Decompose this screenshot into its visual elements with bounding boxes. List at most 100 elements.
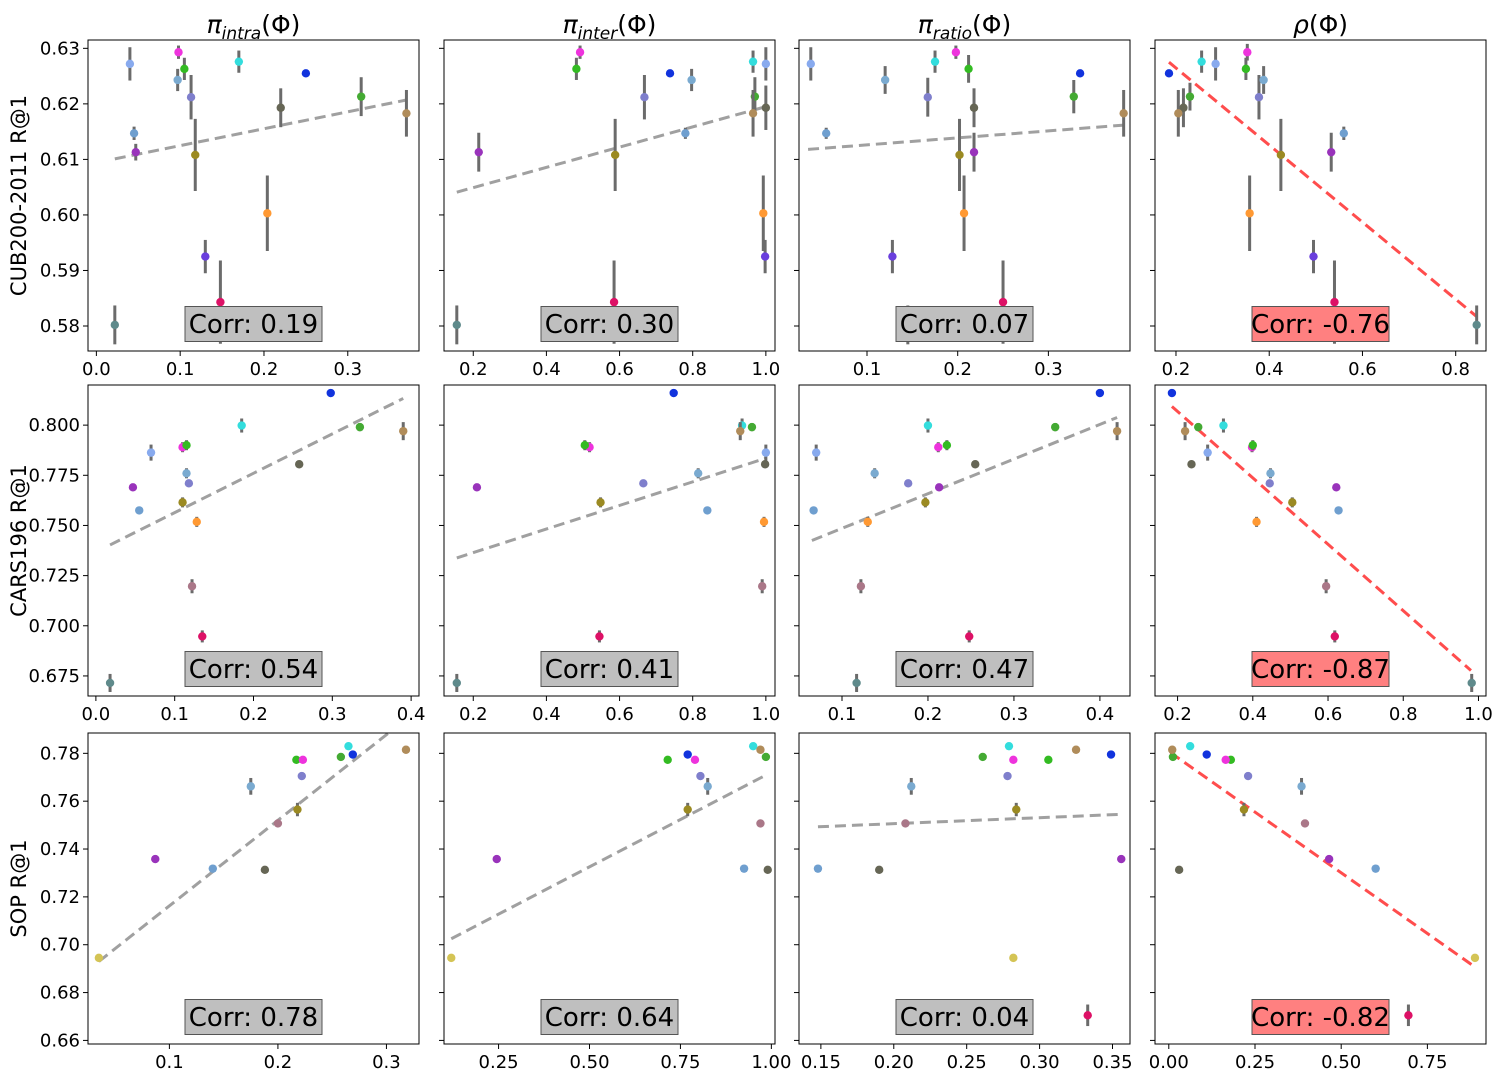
- data-point: [681, 129, 690, 138]
- data-point: [452, 320, 462, 330]
- x-tick-label: 0.3: [333, 359, 362, 380]
- data-point: [326, 388, 335, 398]
- data-point: [923, 93, 932, 102]
- x-tick-label: 0.2: [914, 704, 943, 725]
- data-point: [1371, 864, 1380, 873]
- data-point: [693, 469, 703, 478]
- data-point: [173, 75, 182, 85]
- x-tick-label: 0.4: [532, 704, 561, 725]
- data-point: [336, 752, 346, 762]
- data-point: [1470, 953, 1480, 963]
- data-point: [1106, 750, 1116, 759]
- trend-line: [109, 397, 404, 547]
- y-tick-label: 0.58: [40, 316, 80, 337]
- x-tick-label: 0.1: [828, 704, 857, 725]
- data-point: [1075, 69, 1085, 78]
- trend-line: [1170, 405, 1472, 672]
- data-point: [863, 517, 872, 527]
- data-point: [1185, 741, 1195, 751]
- data-point: [665, 69, 675, 78]
- x-tick-label: 0.3: [372, 1052, 401, 1073]
- corr-label: Corr: 0.30: [545, 310, 674, 340]
- data-point: [683, 750, 692, 759]
- title-subscript: inter: [578, 24, 619, 44]
- data-point: [669, 388, 678, 398]
- x-tick-label: 0.25: [479, 1052, 519, 1073]
- data-point: [1259, 75, 1268, 85]
- data-point: [178, 498, 187, 507]
- data-point: [452, 678, 462, 688]
- data-point: [759, 517, 769, 527]
- data-point: [292, 755, 301, 764]
- axes-frame: [798, 732, 1131, 1045]
- data-point: [969, 103, 979, 112]
- plot-area: [1168, 741, 1480, 1027]
- x-tick-label: 0.3: [318, 704, 347, 725]
- trend-line: [811, 416, 1118, 542]
- trend-line: [1168, 61, 1478, 318]
- data-point: [687, 75, 696, 85]
- data-point: [1083, 1011, 1092, 1020]
- data-point: [355, 422, 365, 432]
- data-point: [1009, 953, 1018, 963]
- data-point: [1309, 252, 1318, 261]
- y-tick-label: 0.750: [28, 515, 80, 536]
- data-point: [131, 147, 140, 157]
- corr-box: [895, 306, 1034, 342]
- x-tick-label: 0.30: [1020, 1052, 1060, 1073]
- x-tick-label: 0.8: [1441, 359, 1470, 380]
- corr-label: Corr: -0.82: [1251, 1003, 1390, 1033]
- data-point: [1044, 755, 1053, 764]
- axes-frame: [443, 39, 776, 352]
- corr-label: Corr: 0.04: [900, 1003, 1029, 1033]
- plot-area: [452, 45, 771, 345]
- scatter-panel: 0.0 0.1 0.2 0.3 0.58 0.59 0.60 0.61 0.62 0.63 Corr…: [40, 38, 420, 380]
- plot-area: [110, 45, 411, 345]
- scatter-panel: 0.00 0.25 0.50 0.75 Corr: -0.82: [1149, 732, 1487, 1073]
- data-point: [978, 752, 987, 762]
- plot-area: [452, 388, 771, 692]
- title-symbol: ρ: [1293, 10, 1309, 39]
- corr-box: [540, 306, 679, 342]
- data-point: [761, 103, 771, 112]
- x-tick-label: 0.4: [1238, 704, 1267, 725]
- data-point: [1288, 498, 1297, 507]
- x-tick-label: 1.0: [752, 704, 781, 725]
- x-tick-label: 0.35: [1092, 1052, 1132, 1073]
- data-point: [1339, 129, 1349, 138]
- data-point: [759, 209, 768, 218]
- x-tick-label: 0.6: [1348, 359, 1377, 380]
- data-point: [696, 771, 705, 781]
- x-tick-label: 0.2: [250, 359, 279, 380]
- data-point: [1185, 92, 1195, 101]
- data-point: [1265, 479, 1274, 488]
- corr-label: Corr: 0.54: [189, 655, 318, 685]
- data-point: [492, 854, 501, 864]
- data-point: [811, 448, 821, 457]
- x-tick-label: 0.50: [569, 1052, 609, 1073]
- y-tick-label: 0.725: [28, 566, 80, 587]
- x-tick-label: 1.00: [751, 1052, 791, 1073]
- data-point: [640, 93, 649, 102]
- scatter-panel: 0.2 0.4 0.6 0.8 1.0 Corr: 0.41: [439, 384, 781, 725]
- y-tick-label: 0.62: [40, 94, 80, 115]
- data-point: [942, 440, 952, 450]
- data-point: [128, 483, 138, 492]
- corr-label: Corr: -0.76: [1251, 310, 1390, 340]
- x-tick-label: 0.25: [947, 1052, 987, 1073]
- data-point: [1197, 57, 1206, 66]
- data-point: [1243, 48, 1252, 57]
- data-point: [402, 109, 411, 118]
- data-point: [1248, 440, 1257, 450]
- data-point: [1332, 483, 1341, 492]
- data-point: [356, 92, 366, 101]
- data-point: [344, 741, 353, 751]
- row-axis-label: CARS196 R@1: [7, 464, 31, 617]
- data-point: [874, 865, 884, 875]
- data-point: [1009, 755, 1018, 764]
- data-point: [955, 150, 964, 160]
- y-tick-label: 0.72: [40, 887, 80, 908]
- data-point: [739, 864, 749, 873]
- data-point: [186, 93, 196, 102]
- data-point: [1324, 854, 1334, 864]
